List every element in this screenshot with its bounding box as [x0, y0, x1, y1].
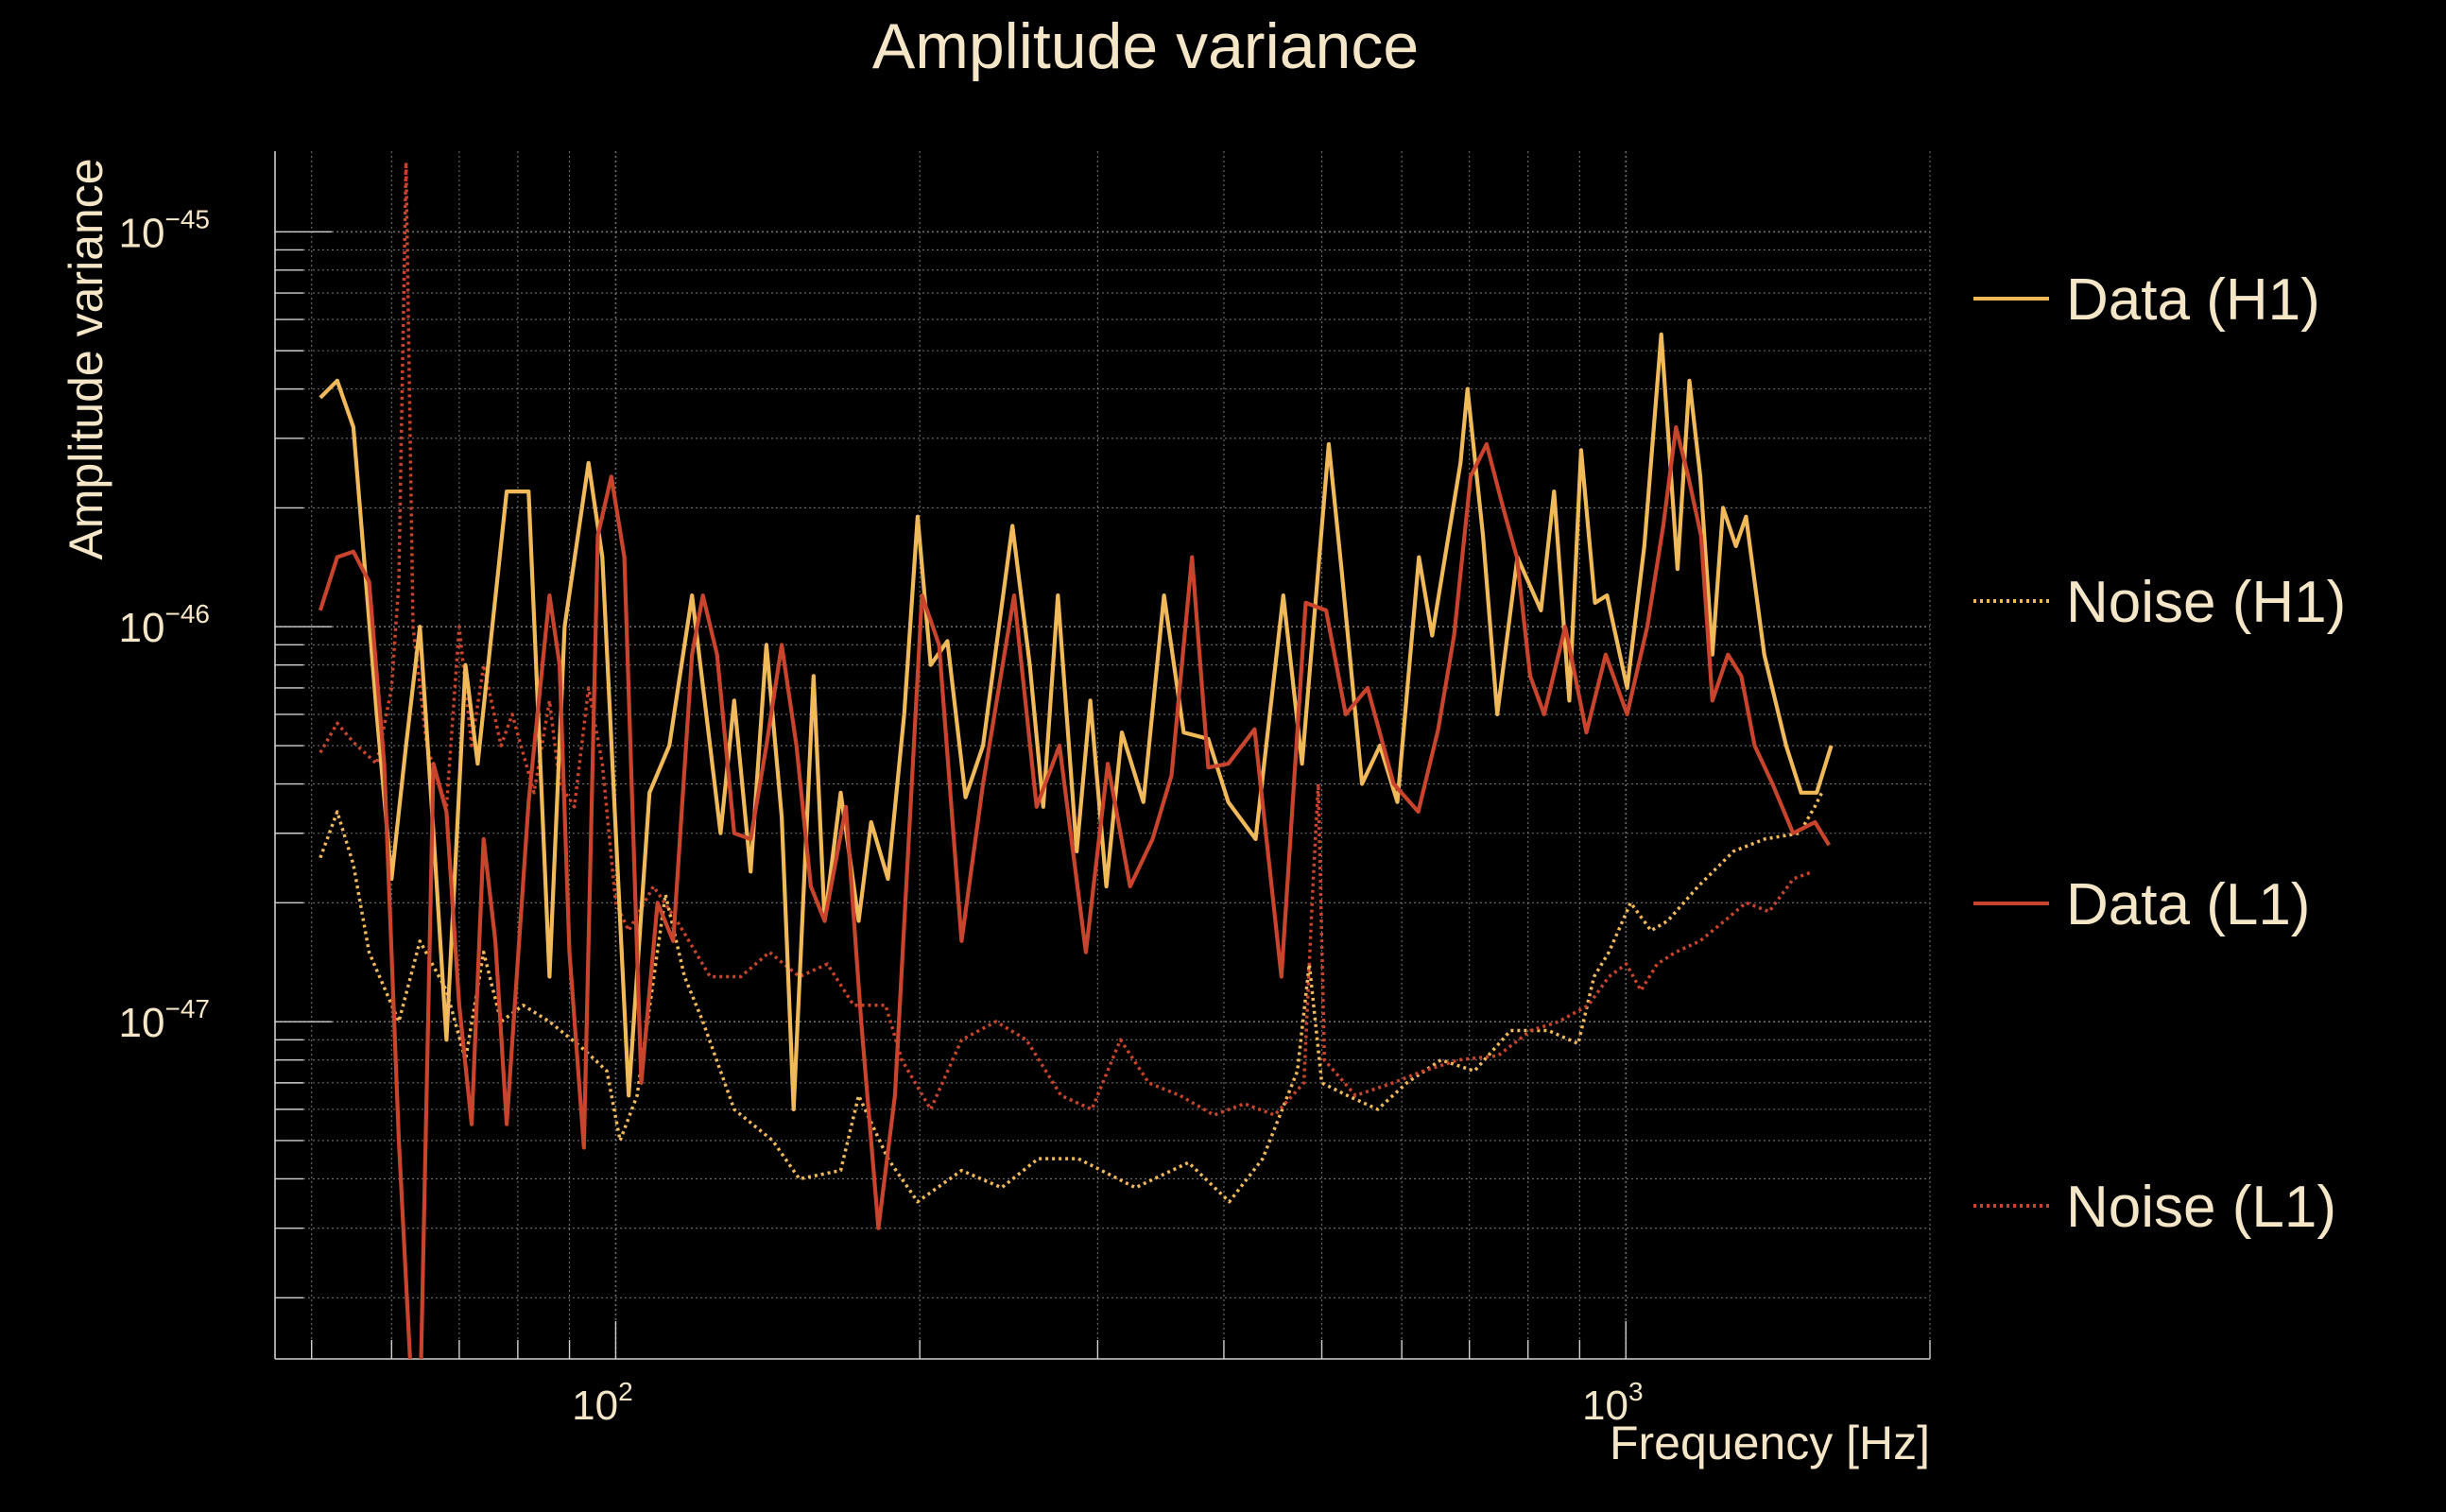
series-data-h1-line — [319, 332, 1834, 1112]
series-noise-h1-line — [319, 792, 1824, 1204]
series-layer — [318, 160, 1834, 1359]
grid-lines — [275, 151, 1931, 1359]
axis-ticks: 10−45 10−46 10−47 102 103 — [119, 204, 1931, 1429]
y-axis-label: Amplitude variance — [60, 158, 112, 559]
plot-frame — [274, 151, 1930, 1360]
legend-label-data-l1: Data (L1) — [2066, 872, 2310, 937]
legend-label-data-h1: Data (H1) — [2066, 267, 2320, 333]
y-tick-label: 10−46 — [119, 599, 210, 651]
x-tick-label: 103 — [1582, 1377, 1644, 1429]
x-tick-label: 102 — [572, 1377, 633, 1429]
series-data-l1-line — [318, 425, 1831, 1359]
x-axis-label: Frequency [Hz] — [1610, 1417, 1930, 1469]
legend: Data (H1) Noise (H1) Data (L1) Noise (L1) — [1973, 267, 2346, 1240]
legend-label-noise-l1: Noise (L1) — [2066, 1175, 2336, 1240]
y-tick-label: 10−45 — [119, 204, 210, 256]
chart-title: Amplitude variance — [872, 10, 1419, 82]
y-tick-label: 10−47 — [119, 994, 210, 1046]
legend-label-noise-h1: Noise (H1) — [2066, 570, 2346, 635]
